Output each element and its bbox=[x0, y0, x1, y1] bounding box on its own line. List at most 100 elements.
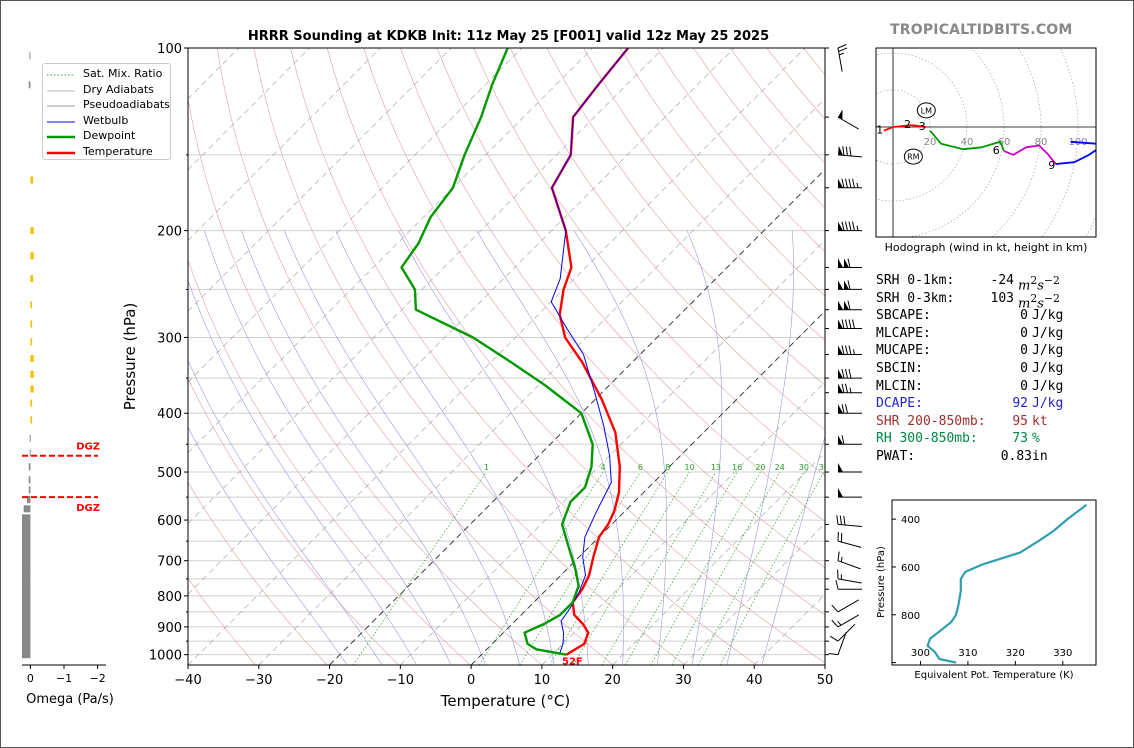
stat-unit: kt bbox=[1032, 413, 1048, 429]
mixing-ratio-line bbox=[549, 471, 669, 665]
legend-swatch bbox=[47, 105, 75, 107]
pseudoadiabat bbox=[686, 230, 723, 665]
omega-bar bbox=[22, 584, 31, 592]
wind-barb bbox=[838, 435, 862, 445]
x-tick-label: 10 bbox=[534, 673, 551, 688]
stat-row: SBCIN: 0 J/kg bbox=[876, 360, 1096, 378]
theta-e-line bbox=[926, 503, 1088, 664]
dgz-label: DGZ bbox=[76, 503, 100, 514]
stat-unit: in bbox=[1032, 448, 1048, 464]
hodo-segment bbox=[883, 124, 912, 132]
omega-bar bbox=[27, 496, 31, 504]
y-tick-label: 500 bbox=[157, 466, 182, 481]
stat-row: SRH 0-1km: -24 m2s−2 bbox=[876, 272, 1096, 293]
omega-bar bbox=[22, 545, 31, 553]
pseudoadiabat bbox=[188, 279, 417, 665]
mixing-ratio-line bbox=[479, 471, 604, 665]
omega-bar bbox=[30, 227, 34, 235]
omega-bar bbox=[22, 573, 31, 581]
pseudoadiabat bbox=[241, 230, 486, 665]
omega-bar bbox=[23, 505, 31, 513]
wind-barb bbox=[831, 614, 860, 628]
pseudoadiabat bbox=[188, 426, 348, 665]
hodograph-caption: Hodograph (wind in kt, height in km) bbox=[885, 241, 1088, 254]
wind-barb bbox=[837, 109, 860, 130]
wind-barb bbox=[835, 580, 862, 590]
omega-bar bbox=[22, 562, 31, 570]
legend-label: Dewpoint bbox=[83, 129, 136, 142]
isotherm bbox=[188, 48, 806, 665]
series-dewpoint bbox=[400, 48, 594, 656]
y-tick-label: 900 bbox=[157, 621, 182, 636]
x-tick-label: 30 bbox=[675, 673, 692, 688]
stat-value: 0 bbox=[1020, 343, 1028, 359]
omega-bar bbox=[22, 647, 31, 655]
wind-barb bbox=[837, 44, 848, 72]
isotherm bbox=[188, 48, 735, 595]
wind-barbs bbox=[825, 44, 862, 656]
omega-bar bbox=[22, 630, 31, 638]
theta-x-tick-label: 300 bbox=[911, 648, 930, 659]
hodo-segment bbox=[929, 130, 1005, 152]
legend-label: Sat. Mix. Ratio bbox=[83, 67, 163, 80]
omega-bar bbox=[30, 416, 33, 424]
omega-bar bbox=[22, 598, 31, 606]
stat-label: SRH 0-1km: bbox=[876, 273, 955, 288]
stat-unit: J/kg bbox=[1032, 325, 1064, 341]
storm-motion-label: RM bbox=[907, 153, 920, 162]
hodo-segment bbox=[1003, 144, 1057, 165]
stat-label: PWAT: bbox=[876, 448, 916, 464]
stat-unit: m2s−2 bbox=[1018, 274, 1060, 294]
omega-bar bbox=[22, 568, 31, 576]
pseudoadiabat bbox=[761, 435, 825, 665]
omega-bar bbox=[22, 594, 31, 602]
theta-y-tick-label: 600 bbox=[901, 563, 920, 574]
series-temperature bbox=[550, 48, 630, 656]
legend-swatch bbox=[47, 90, 75, 91]
omega-bar bbox=[22, 617, 31, 625]
dry-adiabat bbox=[510, 48, 825, 431]
legend-label: Dry Adiabats bbox=[83, 82, 154, 96]
wind-barb bbox=[836, 515, 862, 528]
legend-swatch bbox=[47, 121, 75, 122]
dry-adiabat bbox=[400, 48, 825, 569]
isotherm bbox=[541, 381, 825, 665]
omega-bar bbox=[22, 551, 31, 559]
omega-bar bbox=[30, 355, 34, 363]
dgz-isotherm bbox=[329, 168, 825, 665]
omega-bar bbox=[30, 399, 33, 407]
hodo-height-label: 1 bbox=[876, 124, 883, 137]
hodo-ring-label: 20 bbox=[924, 137, 937, 148]
mixing-ratio-label: 13 bbox=[711, 463, 721, 472]
series-wetbulb bbox=[550, 48, 629, 655]
omega-bar bbox=[22, 589, 31, 597]
hodo-height-label: 3 bbox=[919, 120, 926, 133]
mixing-ratio-label: 20 bbox=[755, 463, 765, 472]
stat-label: MUCAPE: bbox=[876, 343, 931, 359]
skewt-frame bbox=[187, 47, 826, 666]
stat-row: MLCIN: 0 J/kg bbox=[876, 378, 1096, 396]
theta-x-tick-label: 320 bbox=[1006, 648, 1025, 659]
omega-bar bbox=[22, 626, 31, 634]
isotherm bbox=[258, 98, 825, 665]
stat-unit: J/kg bbox=[1032, 396, 1064, 412]
stat-label: SBCAPE: bbox=[876, 308, 931, 324]
pseudoadiabat bbox=[188, 359, 383, 665]
theta-e-plot bbox=[926, 503, 1088, 664]
skewt-plot-area: 1 4 6 8 10 13 16 20 24 30 36 bbox=[188, 48, 825, 665]
skewt-legend: Sat. Mix. Ratio Dry Adiabats Pseudoadiabat… bbox=[42, 63, 171, 160]
omega-bar bbox=[28, 486, 31, 494]
stat-unit: J/kg bbox=[1032, 378, 1064, 394]
omega-bar bbox=[22, 621, 31, 629]
stat-row: MLCAPE: 0 J/kg bbox=[876, 325, 1096, 343]
mixing-ratio-line bbox=[719, 471, 825, 665]
theta-x-tick-label: 310 bbox=[958, 648, 977, 659]
omega-bar bbox=[30, 275, 34, 283]
mixing-ratio-line bbox=[601, 471, 717, 665]
omega-bar bbox=[22, 533, 31, 541]
dry-adiabat bbox=[253, 48, 686, 665]
omega-bar bbox=[30, 370, 34, 378]
wind-barb bbox=[837, 551, 861, 570]
mixing-ratio-label: 16 bbox=[732, 463, 742, 472]
